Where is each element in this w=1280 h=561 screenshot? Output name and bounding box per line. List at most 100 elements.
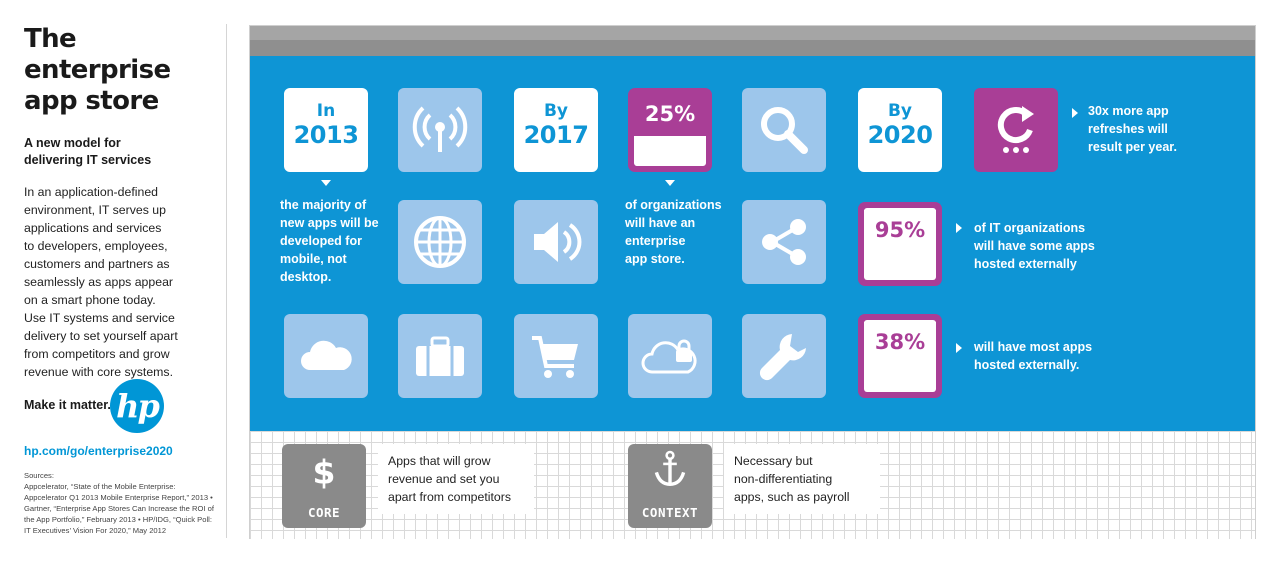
svg-text:$: $ (313, 452, 336, 491)
stat-38-text: will have most apps hosted externally. (974, 338, 1092, 374)
pct-value: 25% (644, 102, 696, 126)
refresh-tile (974, 88, 1058, 172)
text-line: apps, such as payroll (734, 490, 850, 504)
stat-95-text: of IT organizations will have some apps … (974, 219, 1095, 273)
intro-line: Use IT systems and service (24, 311, 175, 325)
intro-text: In an application-defined environment, I… (24, 183, 219, 381)
pct-band (634, 94, 706, 136)
pct-card: 95% (864, 208, 936, 280)
refresh-icon (997, 106, 1034, 153)
text-line: revenue and set you (388, 472, 500, 486)
title-line-2: app store (24, 86, 159, 116)
pct-95-tile: 95% (858, 202, 942, 286)
context-label: CONTEXT (641, 505, 699, 520)
globe-icon (414, 216, 466, 268)
text-line: non-differentiating (734, 472, 833, 486)
enterprise-link[interactable]: hp.com/go/enterprise2020 (24, 444, 173, 458)
cart-tile (514, 314, 598, 398)
wrench-tile (742, 314, 826, 398)
intro-line: revenue with core systems. (24, 365, 173, 379)
source-line: Appcelerator Q1 2013 Mobile Enterprise R… (24, 493, 213, 502)
year-2013-tile: In 2013 (284, 88, 368, 172)
antenna-icon (412, 106, 468, 152)
briefcase-tile (398, 314, 482, 398)
text-line: of organizations (625, 198, 722, 212)
cloud-lock-tile (628, 314, 712, 398)
pct-band (864, 322, 936, 362)
text-line: result per year. (1088, 140, 1177, 154)
intro-line: delivery to set yourself apart (24, 329, 178, 343)
top-stripe (250, 26, 1255, 40)
share-icon (762, 219, 806, 265)
magnifier-icon (761, 107, 808, 154)
year-value: 2020 (867, 121, 933, 149)
intro-line: In an application-defined (24, 185, 158, 199)
pointer-right (956, 343, 962, 353)
pct-card: 38% (864, 320, 936, 392)
infographic-panel: In 2013 By 2017 25% (249, 25, 1256, 539)
year-2017-tile: By 2017 (514, 88, 598, 172)
text-line: app store. (625, 252, 685, 266)
text-line: 30x more app (1088, 104, 1169, 118)
year-prefix: By (887, 101, 913, 121)
text-line: of IT organizations (974, 221, 1086, 235)
sources: Sources: Appcelerator, “State of the Mob… (24, 470, 214, 536)
divider (226, 24, 227, 538)
hp-logo: hp (110, 379, 164, 433)
text-line: enterprise (625, 234, 686, 248)
cloud-tile (284, 314, 368, 398)
subtitle: A new model for delivering IT services (24, 135, 219, 169)
legend-area: $ CORE Apps that will grow revenue and s… (250, 431, 1255, 539)
pct-band (864, 210, 936, 250)
text-line: new apps will be (280, 216, 379, 230)
source-line: Gartner, “Enterprise App Stores Can Incr… (24, 504, 214, 513)
text-line: desktop. (280, 270, 332, 284)
text-line: hosted externally. (974, 358, 1080, 372)
title-line-1: The enterprise (24, 24, 171, 85)
pct-value: 95% (874, 218, 926, 242)
cart-icon (532, 336, 578, 378)
speaker-tile (514, 200, 598, 284)
context-description: Necessary but non-differentiating apps, … (724, 444, 880, 514)
source-line: the App Portfolio,” February 2013 • HP/I… (24, 515, 212, 524)
year-2020-tile: By 2020 (858, 88, 942, 172)
intro-line: to developers, employees, (24, 239, 168, 253)
speaker-icon (534, 222, 582, 262)
intro-line: on a smart phone today. (24, 293, 156, 307)
stats-area: In 2013 By 2017 25% (250, 56, 1255, 431)
text-line: will have some apps (974, 239, 1095, 253)
brand-row: Make it matter. hp (24, 376, 219, 436)
text-line: will have an (625, 216, 696, 230)
magnifier-tile (742, 88, 826, 172)
core-badge: $ CORE (282, 444, 366, 528)
text-line: Necessary but (734, 454, 813, 468)
text-line: mobile, not (280, 252, 347, 266)
intro-line: seamlessly as apps appear (24, 275, 174, 289)
text-line: refreshes will (1088, 122, 1168, 136)
top-stripe-dark (250, 40, 1255, 56)
intro-line: environment, IT serves up (24, 203, 166, 217)
pct-card: 25% (634, 94, 706, 166)
stat-2013-text: the majority of new apps will be develop… (280, 196, 379, 286)
share-tile (742, 200, 826, 284)
pointer-down (665, 180, 675, 186)
pct-38-tile: 38% (858, 314, 942, 398)
page-title: The enterprise app store (24, 24, 219, 117)
pct-25-tile: 25% (628, 88, 712, 172)
pointer-down (321, 180, 331, 186)
cloud-lock-icon (641, 339, 697, 374)
pointer-right (1072, 108, 1078, 118)
subtitle-line-2: delivering IT services (24, 153, 152, 167)
antenna-tile (398, 88, 482, 172)
sources-label: Sources: (24, 471, 54, 480)
text-line: will have most apps (974, 340, 1093, 354)
briefcase-icon (416, 336, 464, 376)
pointer-right (956, 223, 962, 233)
tagline: Make it matter. (24, 398, 111, 412)
year-prefix: By (543, 101, 569, 121)
year-value: 2017 (523, 121, 589, 149)
subtitle-line-1: A new model for (24, 136, 121, 150)
core-description: Apps that will grow revenue and set you … (378, 444, 534, 514)
intro-line: from competitors and grow (24, 347, 170, 361)
sidebar: The enterprise app store A new model for… (24, 24, 219, 539)
